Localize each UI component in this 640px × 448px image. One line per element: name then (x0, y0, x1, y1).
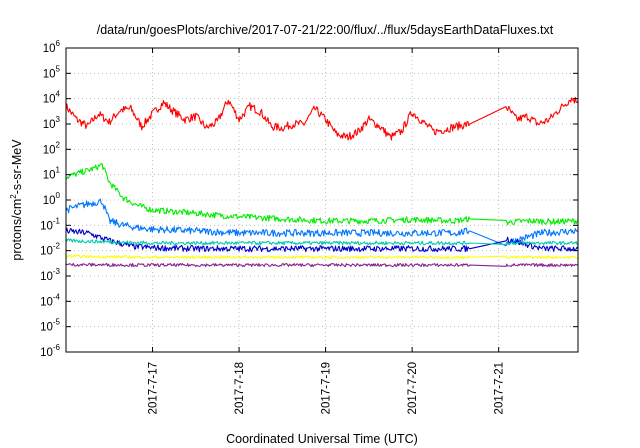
series-line-6 (65, 262, 579, 268)
y-axis-label-sup: 2 (9, 194, 18, 199)
y-tick-label: 106 (43, 39, 61, 55)
y-tick-base: 10 (43, 43, 56, 55)
series-line-1 (65, 162, 579, 226)
y-tick-exponent: 6 (56, 39, 61, 48)
y-tick-label: 10-4 (40, 292, 60, 308)
y-axis-label-post: -s-sr-MeV (10, 139, 24, 195)
y-axis-label: protons/cm2-s-sr-MeV (9, 139, 24, 261)
y-axis: 10610510410310210110010-110-210-310-410-… (40, 39, 578, 359)
y-tick-label: 10-6 (40, 343, 60, 359)
y-axis-label-pre: protons/cm (10, 199, 24, 261)
series-line-3 (65, 227, 579, 253)
y-tick-label: 10-2 (40, 242, 60, 258)
y-tick-base: 10 (43, 144, 56, 156)
x-tick-label: 2017-7-19 (321, 362, 333, 414)
y-tick-base: 10 (40, 246, 53, 258)
y-tick-label: 10-5 (40, 318, 60, 334)
y-tick-exponent: 3 (56, 115, 61, 124)
series-layer (65, 96, 579, 268)
y-tick-exponent: -2 (53, 242, 61, 251)
y-tick-base: 10 (40, 220, 53, 232)
y-tick-base: 10 (40, 347, 53, 359)
x-tick-label: 2017-7-17 (148, 362, 160, 414)
y-tick-base: 10 (43, 170, 56, 182)
y-tick-exponent: 0 (56, 191, 61, 200)
series-line-2 (65, 198, 579, 247)
y-tick-base: 10 (43, 94, 56, 106)
series-line-0 (65, 96, 579, 141)
x-tick-label: 2017-7-20 (407, 362, 419, 414)
y-tick-exponent: -6 (53, 343, 61, 352)
grid (66, 48, 578, 352)
x-tick-label: 2017-7-18 (234, 362, 246, 414)
y-tick-label: 10-1 (40, 216, 60, 232)
x-axis: 2017-7-17 2017-7-18 2017-7-19 2017-7-20 2017… (148, 48, 506, 414)
x-tick-label: 2017-7-21 (494, 362, 506, 414)
y-tick-label: 103 (43, 115, 61, 131)
y-tick-exponent: -3 (53, 267, 61, 276)
y-tick-label: 104 (43, 90, 61, 106)
y-tick-label: 100 (43, 191, 61, 207)
y-tick-exponent: 1 (56, 166, 61, 175)
y-tick-exponent: -5 (53, 318, 61, 327)
y-tick-label: 101 (43, 166, 61, 182)
chart-title: /data/run/goesPlots/archive/2017-07-21/2… (97, 23, 554, 37)
series-line-4 (65, 238, 579, 246)
y-tick-exponent: 5 (56, 64, 61, 73)
y-tick-exponent: -4 (53, 292, 61, 301)
y-tick-base: 10 (43, 119, 56, 131)
x-axis-label: Coordinated Universal Time (UTC) (226, 432, 418, 446)
y-tick-exponent: -1 (53, 216, 61, 225)
y-tick-exponent: 2 (56, 140, 61, 149)
y-tick-exponent: 4 (56, 90, 61, 99)
y-tick-label: 102 (43, 140, 61, 156)
y-tick-base: 10 (40, 271, 53, 283)
y-tick-label: 10-3 (40, 267, 60, 283)
y-tick-base: 10 (43, 195, 56, 207)
y-tick-base: 10 (43, 68, 56, 80)
series-line-5 (65, 254, 579, 260)
y-tick-base: 10 (40, 322, 53, 334)
y-tick-base: 10 (40, 296, 53, 308)
y-tick-label: 105 (43, 64, 61, 80)
